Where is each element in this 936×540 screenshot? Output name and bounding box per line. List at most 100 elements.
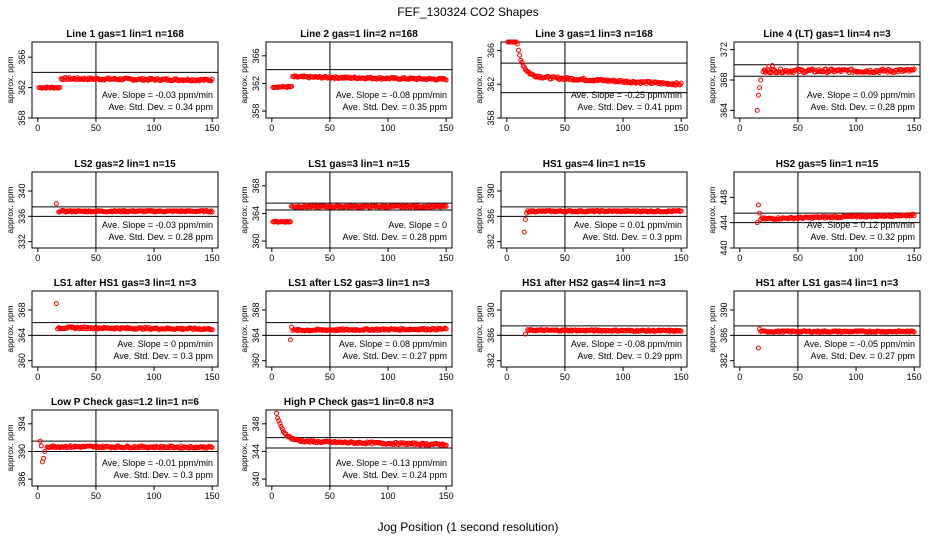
panel: HS1 after LS1 gas=4 lin=1 n=3 0 50 100 150 38… [707,278,922,382]
data-point [67,208,73,214]
slope-annotation: Ave. Slope = 0.12 ppm/min [807,220,915,230]
data-point [572,327,578,333]
data-point [902,212,908,218]
data-point [647,209,653,215]
x-tick-label: 0 [35,123,40,133]
panel: HS2 gas=5 lin=1 n=15 0 50 100 150 440 444 448ap… [707,159,922,263]
slope-annotation: Ave. Slope = 0.09 ppm/min [807,90,915,100]
x-tick-label: 0 [35,372,40,382]
data-point [522,217,528,222]
y-tick-label: 368 [719,72,729,87]
std-dev-annotation: Ave. Std. Dev. = 0.3 ppm [114,351,213,361]
data-point [754,220,760,226]
data-point [273,410,279,416]
data-point [289,83,295,89]
std-dev-annotation: Ave. Std. Dev. = 0.34 ppm [109,102,213,112]
x-tick-label: 100 [381,491,396,501]
data-point [208,208,214,214]
y-tick-label: 440 [719,240,729,255]
data-point [38,443,44,449]
data-point [384,326,390,332]
y-tick-label: 366 [486,43,496,58]
x-tick-label: 50 [560,123,570,133]
data-point [676,208,682,214]
figure-xlabel: Jog Position (1 second resolution) [378,520,559,534]
data-point [383,76,389,82]
data-point [577,209,583,215]
data-point [178,326,184,332]
x-tick-label: 150 [907,123,922,133]
plot-frame [500,171,688,249]
data-point [757,326,763,332]
data-point [81,209,87,215]
y-axis-label: approx. ppm [707,56,717,103]
data-point [590,208,596,214]
data-point [762,69,768,75]
data-point [613,208,619,214]
y-tick-label: 382 [719,353,729,368]
std-dev-annotation: Ave. Std. Dev. = 0.24 ppm [343,470,447,480]
data-point [910,67,916,73]
std-dev-annotation: Ave. Std. Dev. = 0.28 ppm [343,232,447,242]
data-point [548,209,554,215]
y-axis-label: approx. ppm [239,186,249,233]
y-tick-label: 390 [486,183,496,198]
data-point [514,41,520,47]
plot-frame [733,290,921,368]
panel-title: HS1 gas=4 lin=1 n=15 [543,159,646,170]
data-point [287,337,293,343]
x-tick-label: 150 [439,491,454,501]
y-tick-label: 390 [17,444,27,459]
y-tick-label: 360 [251,353,261,368]
slope-annotation: Ave. Slope = -0.25 ppm/min [571,90,682,100]
y-tick-label: 362 [486,77,496,92]
x-tick-label: 0 [504,372,509,382]
x-tick-label: 100 [616,253,631,263]
y-tick-label: 348 [251,416,261,431]
panel-title: Line 3 gas=1 lin=3 n=168 [535,29,653,40]
data-point [41,455,47,461]
plot-frame [500,290,688,368]
plot-frame [31,409,219,487]
data-point [622,208,628,214]
data-point [678,328,684,334]
panel: HS1 after HS2 gas=4 lin=1 n=3 0 50 100 150 38… [474,278,689,382]
y-tick-label: 358 [486,110,496,125]
std-dev-annotation: Ave. Std. Dev. = 0.41 ppm [578,102,682,112]
y-axis-label: approx. ppm [5,424,15,471]
data-point [665,327,671,333]
data-point [57,85,63,91]
y-axis-label: approx. ppm [707,305,717,352]
panel-title: LS1 after HS1 gas=3 lin=1 n=3 [54,278,197,289]
y-tick-label: 360 [251,234,261,249]
data-point [313,204,319,210]
y-tick-label: 372 [719,42,729,57]
x-tick-label: 150 [674,253,689,263]
x-tick-label: 150 [907,372,922,382]
y-tick-label: 386 [719,328,729,343]
x-tick-label: 0 [35,253,40,263]
data-point [350,439,356,445]
x-tick-label: 100 [616,372,631,382]
std-dev-annotation: Ave. Std. Dev. = 0.27 ppm [343,351,447,361]
data-point [515,47,521,53]
data-point [443,326,449,332]
x-tick-label: 0 [737,372,742,382]
y-axis-label: approx. ppm [239,424,249,471]
slope-annotation: Ave. Slope = -0.03 ppm/min [102,220,213,230]
panel-title: Line 1 gas=1 lin=1 n=168 [66,29,184,40]
data-point [325,75,331,81]
data-point [754,107,760,113]
data-point [293,327,299,333]
x-tick-label: 100 [147,123,162,133]
y-tick-label: 336 [17,209,27,224]
data-point [200,76,206,82]
plot-frame [265,290,453,368]
x-tick-label: 100 [147,372,162,382]
data-point [768,70,774,76]
data-point [289,324,295,330]
data-point [275,415,281,421]
x-tick-label: 150 [205,253,220,263]
data-point [209,76,215,82]
